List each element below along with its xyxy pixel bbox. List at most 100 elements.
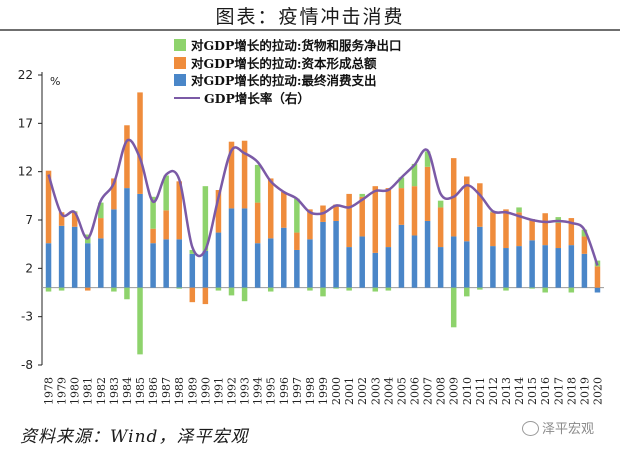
- x-tick-label: 2009: [448, 377, 461, 405]
- legend-swatch-consumption: [174, 74, 186, 86]
- bar-segment: [450, 236, 457, 288]
- bar-segment: [424, 166, 431, 221]
- bar-segment: [477, 226, 483, 288]
- bar-segment: [215, 190, 222, 233]
- y-unit-label: %: [50, 75, 60, 88]
- bar-segment: [411, 235, 418, 288]
- bar-segment: [372, 252, 379, 288]
- bar-segment: [372, 287, 379, 292]
- bar-segment: [294, 198, 300, 233]
- bar-segment: [124, 125, 130, 189]
- x-tick-label: 1996: [278, 377, 291, 405]
- bar-segment: [516, 207, 522, 213]
- bar-segment: [98, 238, 104, 288]
- bar-segment: [450, 287, 457, 328]
- legend-item-capital-formation: 对GDP增长的拉动:资本形成总额: [174, 55, 504, 73]
- bar-segment: [137, 193, 143, 288]
- bar-segment: [98, 202, 104, 219]
- bar-segment: [346, 247, 352, 288]
- x-tick-label: 2018: [565, 377, 578, 405]
- bar-segment: [163, 239, 169, 288]
- bar-segment: [254, 202, 261, 244]
- x-tick-label: 2007: [422, 377, 435, 405]
- bar-segment: [124, 188, 130, 288]
- legend-swatch-capital-formation: [174, 56, 186, 69]
- bar-segment: [45, 243, 52, 288]
- bar-segment: [111, 209, 117, 288]
- legend-swatch-net-export: [174, 39, 186, 51]
- bar-segment: [267, 178, 274, 239]
- bar-segment: [581, 253, 588, 288]
- x-tick-label: 1993: [239, 377, 252, 405]
- x-tick-label: 1986: [147, 377, 160, 405]
- bar-segment: [137, 92, 143, 194]
- bar-segment: [307, 239, 313, 288]
- bar-segment: [398, 224, 405, 288]
- bar-segment: [568, 245, 575, 288]
- legend-item-gdp-growth: GDP增长率（右）: [174, 90, 504, 108]
- bar-segment: [529, 240, 535, 288]
- bar-segment: [241, 140, 248, 209]
- x-tick-label: 2017: [552, 377, 565, 405]
- bar-segment: [124, 287, 130, 300]
- bar-segment: [346, 193, 352, 248]
- chart-title: 图表：疫情冲击消费: [215, 6, 405, 28]
- bar-segment: [189, 287, 196, 303]
- legend-label-gdp-growth: GDP增长率（右）: [204, 90, 310, 106]
- x-tick-label: 1997: [291, 377, 304, 405]
- bar-segment: [254, 243, 261, 288]
- legend: 对GDP增长的拉动:货物和服务净出口 对GDP增长的拉动:资本形成总额 对GDP…: [174, 37, 504, 107]
- x-tick-label: 1985: [134, 377, 147, 405]
- wechat-icon: [522, 421, 539, 436]
- x-tick-label: 2013: [500, 377, 513, 405]
- bar-segment: [189, 253, 196, 288]
- bar-segment: [45, 170, 52, 244]
- x-tick-label: 2011: [474, 377, 487, 405]
- bar-segment: [45, 287, 52, 292]
- x-tick-label: 2000: [330, 377, 343, 405]
- legend-label-capital-formation: 对GDP增长的拉动:资本形成总额: [191, 55, 377, 71]
- source-note: 资料来源：Wind，泽平宏观: [20, 427, 249, 447]
- x-tick-label: 2020: [591, 377, 604, 405]
- bar-segment: [84, 287, 91, 291]
- bar-segment: [176, 287, 182, 289]
- bar-segment: [385, 287, 392, 291]
- bar-segment: [359, 236, 365, 288]
- bar-segment: [163, 175, 169, 211]
- bar-segment: [267, 287, 274, 292]
- bar-segment: [241, 287, 248, 302]
- x-tick-label: 1984: [121, 377, 134, 405]
- bar-segment: [529, 219, 535, 241]
- bar-segment: [464, 176, 470, 242]
- legend-item-net-export: 对GDP增长的拉动:货物和服务净出口: [174, 37, 504, 55]
- bar-segment: [176, 181, 182, 240]
- bar-segment: [477, 183, 483, 227]
- x-tick-label: 1995: [265, 377, 278, 405]
- bar-segment: [267, 238, 274, 288]
- bar-segment: [202, 186, 209, 251]
- watermark-text: 泽平宏观: [542, 422, 595, 437]
- bar-segment: [71, 226, 78, 288]
- x-tick-label: 1994: [252, 377, 265, 405]
- x-tick-label: 1982: [95, 377, 108, 405]
- bar-segment: [163, 210, 169, 240]
- bar-segment: [542, 213, 548, 246]
- x-tick-label: 1989: [186, 377, 199, 405]
- x-tick-label: 2012: [487, 377, 500, 405]
- bar-segment: [411, 163, 418, 187]
- bar-segment: [228, 208, 235, 288]
- x-tick-label: 1988: [173, 377, 186, 405]
- bar-segment: [241, 208, 248, 288]
- bar-segment: [150, 243, 156, 288]
- bar-segment: [281, 191, 287, 228]
- x-tick-label: 2005: [395, 377, 408, 405]
- bar-segment: [594, 287, 601, 293]
- bar-segment: [464, 287, 470, 297]
- x-tick-label: 1979: [56, 377, 69, 405]
- bar-segment: [503, 287, 509, 291]
- bar-segment: [111, 178, 117, 210]
- x-tick-label: 1983: [108, 377, 121, 405]
- bar-segment: [385, 188, 392, 248]
- y-tick-label: 2: [25, 261, 33, 275]
- bar-segment: [71, 212, 78, 227]
